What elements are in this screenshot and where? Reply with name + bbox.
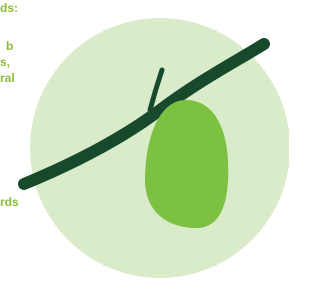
- text-fragment: s,: [0, 55, 10, 69]
- text-fragment: rds: [0, 195, 19, 209]
- illustration: ds: b s, ral rds: [0, 0, 289, 292]
- text-fragment: ral: [0, 71, 15, 85]
- text-fragment: ds:: [0, 1, 18, 15]
- text-fragment: b: [6, 39, 13, 53]
